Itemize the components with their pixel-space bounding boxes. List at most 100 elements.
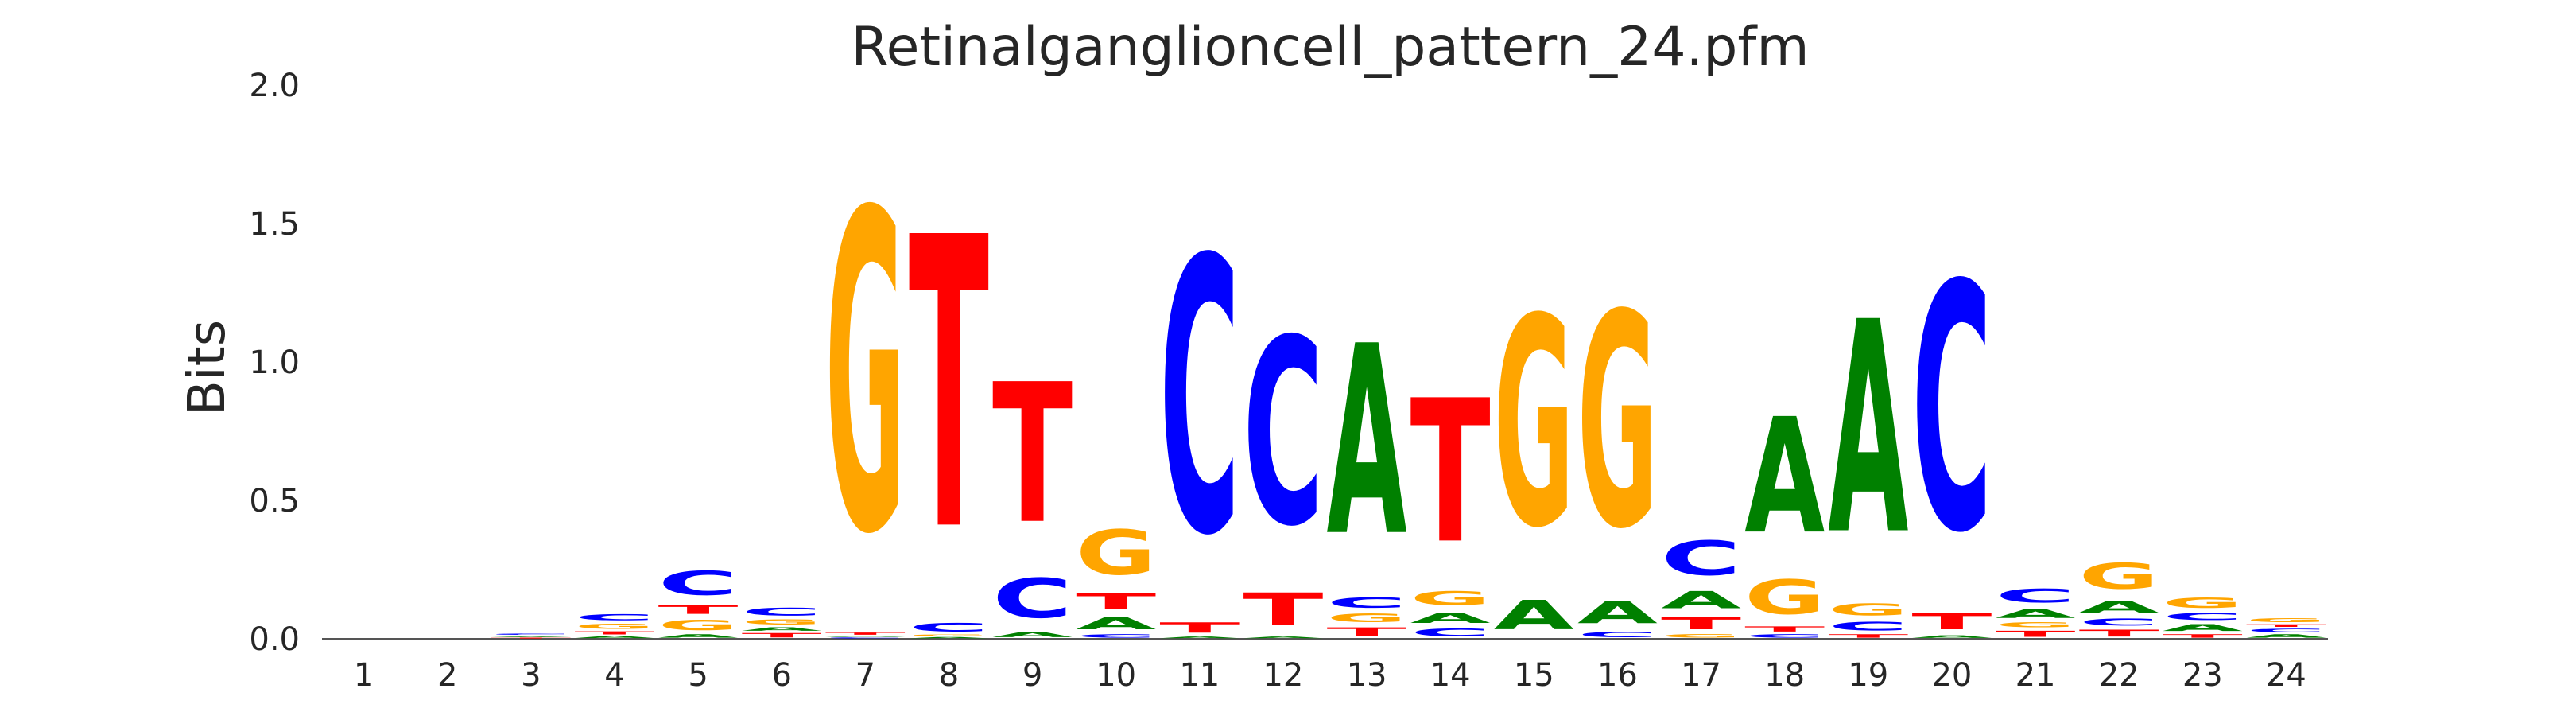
logo-letter-C: C — [992, 567, 1073, 631]
logo-letter-G: G — [825, 122, 906, 631]
logo-letter-A: A — [1327, 290, 1407, 593]
logo-letter-T: T — [742, 632, 823, 639]
logo-letter-T: T — [909, 154, 990, 620]
logo-letter-T: T — [825, 632, 906, 635]
logo-letter-C: C — [1996, 585, 2076, 607]
logo-letter-G: G — [574, 622, 654, 630]
x-tick-label: 13 — [1347, 657, 1387, 694]
logo-letter-T: T — [992, 344, 1073, 567]
logo-letter-T: T — [1410, 359, 1491, 587]
x-tick-label: 6 — [771, 657, 791, 694]
logo-letter-A: A — [1828, 260, 1909, 599]
logo-letter-T: T — [1996, 629, 2077, 639]
logo-letter-G: G — [491, 635, 571, 636]
logo-letter-T: T — [2163, 633, 2243, 639]
logo-letter-A: A — [1661, 586, 1741, 614]
y-axis-label: Bits — [178, 320, 237, 415]
logo-letter-T: T — [491, 637, 571, 639]
logo-letter-T: T — [2079, 628, 2159, 639]
logo-letter-A: A — [1410, 609, 1491, 626]
x-tick-label: 3 — [521, 657, 541, 694]
x-tick-label: 20 — [1931, 657, 1972, 694]
x-tick-label: 1 — [354, 657, 374, 694]
y-tick-label: 0.5 — [249, 483, 300, 519]
x-tick-labels: 1 2 3 4 5 6 7 8 9 10 11 12 13 14 15 16 17 18 19 20 21 22 23 24 — [354, 657, 2306, 694]
logo-letter-A: A — [574, 636, 655, 639]
x-tick-label: 15 — [1514, 657, 1554, 694]
logo-letter-C: C — [491, 633, 571, 635]
logo-letter-G: G — [742, 618, 822, 626]
logo-letter-C: C — [1661, 531, 1741, 587]
logo-letter-G: G — [1744, 570, 1825, 625]
logo-letter-T: T — [1159, 620, 1240, 636]
logo-letter-C: C — [909, 621, 989, 634]
logo-letter-C: C — [1828, 620, 1908, 633]
logo-letter-T: T — [1911, 609, 1992, 635]
x-tick-label: 4 — [604, 657, 624, 694]
logo-letter-T: T — [1327, 625, 1407, 639]
logo-letter-G: G — [2246, 617, 2326, 624]
logo-letter-T: T — [1744, 625, 1825, 633]
x-tick-label: 22 — [2099, 657, 2140, 694]
logo-letter-T: T — [658, 603, 739, 617]
logo-letter-G: G — [1076, 518, 1156, 589]
logo-letter-A: A — [825, 636, 906, 637]
x-tick-label: 10 — [1096, 657, 1136, 694]
logo-letter-G: G — [909, 634, 989, 636]
x-tick-label: 12 — [1263, 657, 1303, 694]
logo-letter-A: A — [658, 633, 739, 639]
x-tick-label: 18 — [1764, 657, 1805, 694]
logo-letter-G: G — [2163, 594, 2243, 611]
logo-letter-G: G — [658, 617, 739, 633]
chart-title: Retinalganglioncell_pattern_24.pfm — [851, 16, 1809, 79]
logo-letter-T: T — [2246, 624, 2326, 628]
x-tick-label: 2 — [437, 657, 457, 694]
logo-letter-C: C — [1744, 633, 1825, 639]
logo-letter-T: T — [1661, 614, 1741, 633]
logo-letter-C: C — [658, 565, 739, 603]
logo-letter-A: A — [742, 626, 823, 632]
y-tick-label: 1.0 — [249, 344, 300, 381]
logo-letter-G: G — [1996, 621, 2076, 628]
logo-letter-A: A — [992, 631, 1073, 639]
x-tick-label: 16 — [1597, 657, 1638, 694]
logo-letter-A: A — [1159, 636, 1240, 639]
logo-letter-A: A — [1577, 595, 1658, 631]
y-tick-label: 1.5 — [249, 206, 300, 243]
logo-letter-C: C — [1911, 213, 1992, 607]
x-tick-label: 9 — [1022, 657, 1042, 694]
logo-letter-T: T — [574, 631, 654, 636]
x-tick-label: 24 — [2266, 657, 2306, 694]
x-tick-label: 17 — [1681, 657, 1721, 694]
logo-letter-C: C — [2246, 628, 2326, 633]
x-tick-label: 7 — [855, 657, 875, 694]
logo-letter-A: A — [1996, 607, 2076, 621]
y-tick-label: 0.0 — [249, 621, 300, 658]
logo-letter-G: G — [1494, 258, 1574, 591]
logo-letter-A: A — [1494, 592, 1575, 639]
logo-letter-A: A — [491, 636, 572, 637]
x-tick-label: 14 — [1430, 657, 1471, 694]
logo-letter-A: A — [2246, 633, 2327, 639]
logo-letter-C: C — [1410, 626, 1491, 639]
x-tick-label: 19 — [1848, 657, 1888, 694]
logo-letter-A: A — [2163, 622, 2243, 633]
logo-letter-C: C — [825, 637, 906, 639]
logo-letter-A: A — [1744, 385, 1825, 570]
x-tick-label: 21 — [2015, 657, 2056, 694]
y-tick-label: 2.0 — [249, 68, 300, 104]
logo-letter-A: A — [909, 636, 990, 639]
logo-letter-C: C — [1076, 633, 1156, 639]
logo-letter-C: C — [2079, 617, 2159, 628]
logo-letter-T: T — [1076, 590, 1157, 614]
x-tick-label: 11 — [1179, 657, 1220, 694]
logo-letter-G: G — [2079, 556, 2159, 597]
logo-letter-G: G — [1327, 611, 1407, 625]
x-tick-label: 5 — [688, 657, 708, 694]
logo-letter-C: C — [1577, 631, 1658, 639]
logo-letter-C: C — [1327, 595, 1407, 612]
logo-letter-C: C — [742, 605, 822, 618]
logo-stacks: TAGCATGCAGTCTAGCCATGAGCTACTCATGATCATCTGC… — [491, 122, 2326, 639]
